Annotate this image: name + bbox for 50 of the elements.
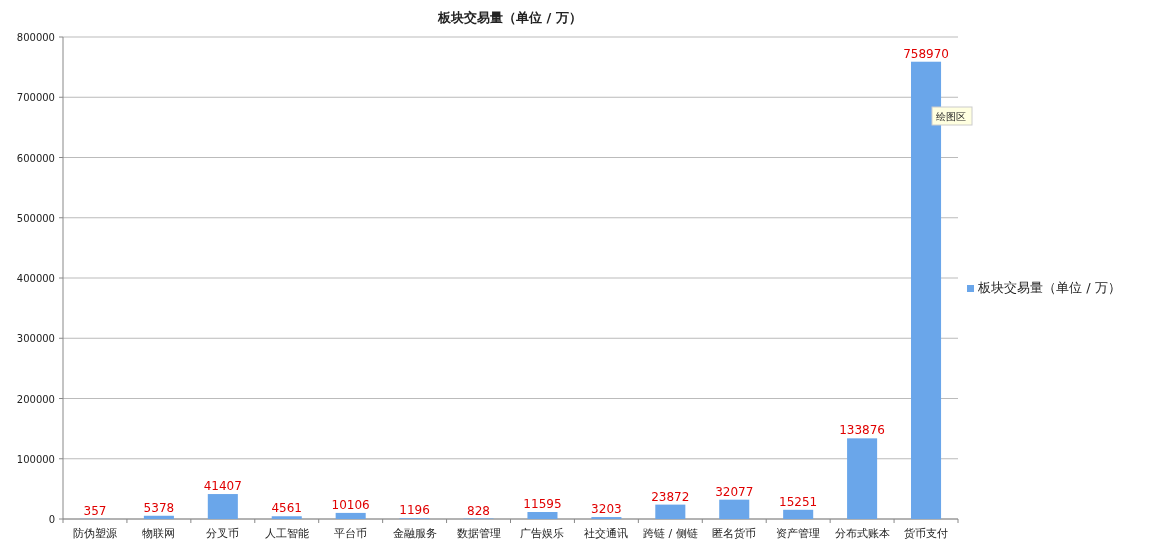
data-label: 41407 xyxy=(203,479,242,494)
y-tick-label: 600000 xyxy=(16,152,55,164)
y-tick-label: 0 xyxy=(48,514,55,525)
data-label: 11595 xyxy=(523,497,562,512)
data-label: 357 xyxy=(83,503,107,518)
x-tick-label: 分叉币 xyxy=(206,527,240,540)
data-label: 758970 xyxy=(903,46,949,61)
x-tick-label: 匿名货币 xyxy=(712,527,757,540)
x-tick-label: 分布式账本 xyxy=(834,527,890,540)
data-label: 828 xyxy=(467,503,490,518)
y-tick-label: 400000 xyxy=(16,273,55,284)
data-label: 5378 xyxy=(143,500,175,515)
x-tick-label: 平台币 xyxy=(334,527,368,540)
bar xyxy=(527,512,558,519)
data-label: 10106 xyxy=(331,497,370,512)
bar xyxy=(719,499,750,519)
y-tick-label: 500000 xyxy=(16,212,55,224)
bar xyxy=(655,504,686,519)
annotation: 绘图区 xyxy=(936,111,966,122)
data-label: 15251 xyxy=(779,494,818,509)
y-tick-label: 700000 xyxy=(16,92,55,104)
bar xyxy=(783,509,814,519)
data-label: 32077 xyxy=(715,484,754,499)
x-tick-label: 金融服务 xyxy=(392,527,437,540)
tooltip: 绘图区 xyxy=(931,106,973,126)
legend-label: 板块交易量（单位 / 万） xyxy=(977,280,1121,295)
bar xyxy=(143,515,174,519)
bar xyxy=(335,512,366,519)
bar xyxy=(271,516,302,519)
x-tick-label: 跨链 / 侧链 xyxy=(642,527,698,540)
y-tick-label: 200000 xyxy=(16,393,55,405)
data-label: 4561 xyxy=(271,501,303,516)
data-label: 23872 xyxy=(651,489,690,504)
data-label: 133876 xyxy=(839,423,886,438)
data-label: 1196 xyxy=(399,503,430,518)
x-tick-label: 防伪塑源 xyxy=(72,527,117,540)
x-tick-label: 人工智能 xyxy=(264,527,309,540)
bar xyxy=(847,438,878,519)
x-tick-label: 数据管理 xyxy=(456,527,501,540)
data-label: 3203 xyxy=(591,502,622,517)
x-tick-label: 物联网 xyxy=(142,527,176,540)
x-tick-label: 资产管理 xyxy=(776,527,821,540)
bar xyxy=(207,494,238,519)
y-tick-label: 100000 xyxy=(16,453,55,465)
chart-title: 板块交易量（单位 / 万） xyxy=(437,10,582,25)
y-tick-label: 300000 xyxy=(16,333,55,345)
x-tick-label: 货币支付 xyxy=(904,527,949,540)
x-tick-label: 社交通讯 xyxy=(584,527,629,540)
y-tick-label: 800000 xyxy=(16,32,55,43)
x-tick-label: 广告娱乐 xyxy=(520,527,565,540)
